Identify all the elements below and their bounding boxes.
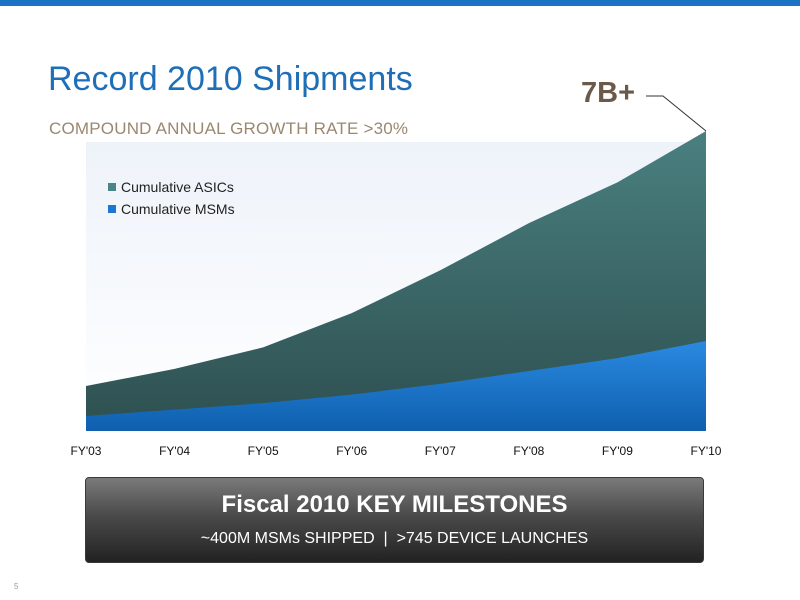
legend-item-msms: Cumulative MSMs xyxy=(108,198,235,220)
callout-leader-line xyxy=(646,95,707,132)
milestones-detail: ~400M MSMs SHIPPED | >745 DEVICE LAUNCHE… xyxy=(200,530,589,547)
x-tick-label: FY'07 xyxy=(425,444,456,458)
shipments-chart: FY'03 FY'04 FY'05 FY'06 FY'07 FY'08 FY'09 FY'10 xyxy=(71,95,722,458)
total-callout: 7B+ xyxy=(581,77,636,109)
chart-legend: Cumulative ASICs Cumulative MSMs xyxy=(108,176,235,220)
x-tick-label: FY'04 xyxy=(159,444,190,458)
page-title: Record 2010 Shipments xyxy=(48,60,413,98)
x-tick-label: FY'10 xyxy=(691,444,722,458)
milestones-title: Fiscal 2010 KEY MILESTONES xyxy=(221,491,568,518)
milestones-banner: Fiscal 2010 KEY MILESTONES ~400M MSMs SH… xyxy=(85,477,704,563)
x-tick-label: FY'03 xyxy=(71,444,102,458)
area-cumulative-asics xyxy=(86,131,706,431)
legend-item-asics: Cumulative ASICs xyxy=(108,176,235,198)
x-tick-label: FY'09 xyxy=(602,444,633,458)
x-tick-label: FY'08 xyxy=(513,444,544,458)
legend-swatch-asics xyxy=(108,183,116,191)
x-tick-label: FY'05 xyxy=(248,444,279,458)
page-number: 5 xyxy=(14,582,19,591)
legend-swatch-msms xyxy=(108,205,116,213)
page-subtitle: COMPOUND ANNUAL GROWTH RATE >30% xyxy=(49,119,409,138)
top-accent-bar xyxy=(0,0,800,6)
legend-label-asics: Cumulative ASICs xyxy=(121,179,234,195)
x-tick-label: FY'06 xyxy=(336,444,367,458)
legend-label-msms: Cumulative MSMs xyxy=(121,201,235,217)
area-cumulative-msms xyxy=(86,341,706,431)
